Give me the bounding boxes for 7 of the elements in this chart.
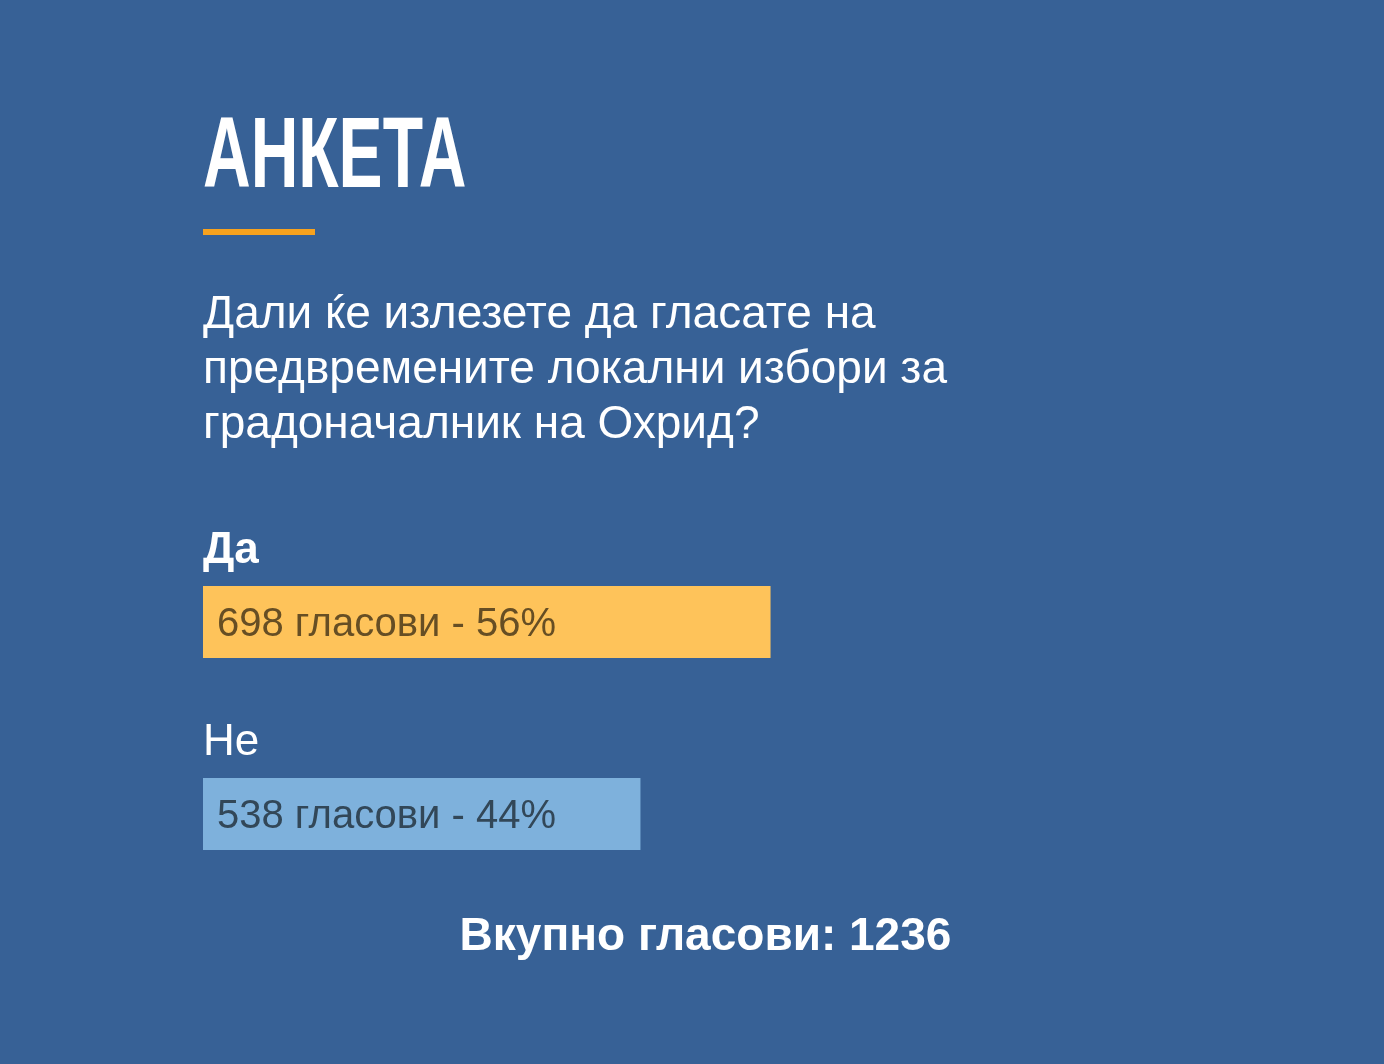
data-label: 698 гласови - 56% [217, 600, 557, 644]
data-label: 538 гласови - 44% [217, 792, 557, 836]
y-tick-label: Не [203, 714, 260, 764]
chart-title: АНКЕТА [203, 96, 467, 208]
text: Вкупно гласови: 1236 [458, 907, 953, 962]
y-tick-label: Да [203, 522, 260, 572]
chart-subtitle: Дали ќе излезете да гласате на предвремените локални избори за градоначалник на Охрид? [203, 285, 949, 450]
